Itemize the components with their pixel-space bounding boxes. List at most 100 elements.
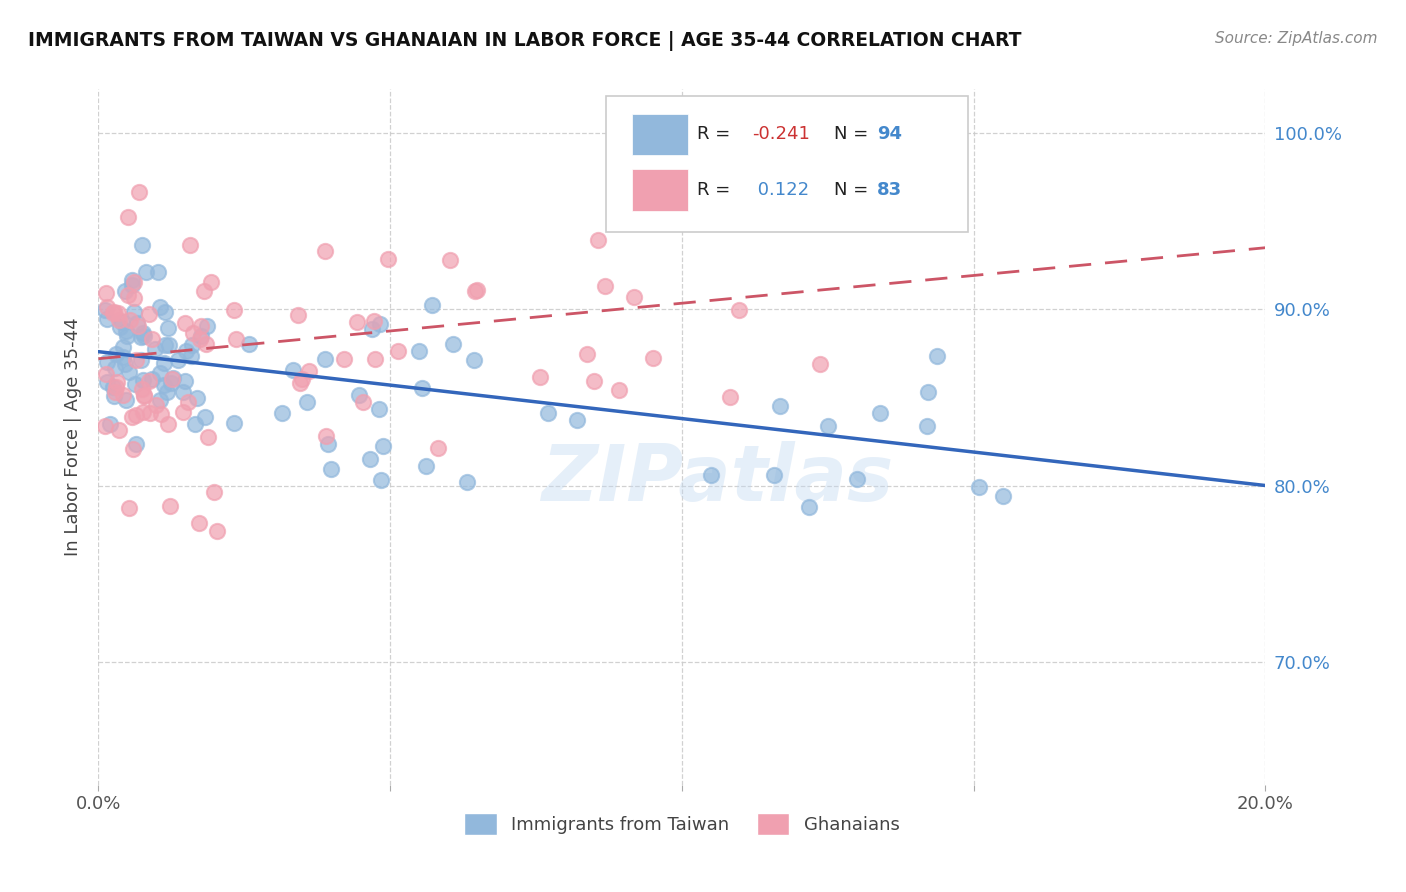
Point xyxy=(288,376,311,390)
Point xyxy=(114,284,136,298)
Point xyxy=(271,406,294,420)
Point xyxy=(387,344,409,359)
Point xyxy=(174,316,197,330)
Point xyxy=(869,406,891,420)
Point xyxy=(131,353,153,368)
Point xyxy=(108,320,131,334)
Point xyxy=(295,394,318,409)
Point xyxy=(174,344,197,359)
Point xyxy=(368,402,391,417)
Text: R =: R = xyxy=(697,126,737,144)
Point xyxy=(586,234,609,248)
Point xyxy=(193,284,215,298)
Point xyxy=(149,393,172,408)
Point xyxy=(103,389,125,403)
Point xyxy=(205,524,228,539)
Point xyxy=(96,375,118,389)
Point xyxy=(623,290,645,304)
Point xyxy=(769,400,792,414)
Point xyxy=(117,211,139,225)
Point xyxy=(969,480,991,494)
Point xyxy=(641,351,664,366)
Point xyxy=(111,350,134,364)
Point xyxy=(94,286,117,301)
Point xyxy=(408,344,430,359)
Point xyxy=(287,308,309,322)
Point xyxy=(411,381,433,395)
Point xyxy=(122,442,145,457)
Point xyxy=(105,380,128,394)
Point xyxy=(138,375,160,389)
Point xyxy=(179,237,201,252)
Text: 0.122: 0.122 xyxy=(752,181,808,199)
Point xyxy=(360,322,382,336)
Text: 83: 83 xyxy=(877,181,901,199)
Point xyxy=(197,430,219,444)
Point xyxy=(107,306,129,320)
Point xyxy=(125,408,148,422)
Point xyxy=(115,329,138,343)
Point xyxy=(111,387,134,401)
Point xyxy=(132,389,155,403)
Point xyxy=(181,326,204,341)
Point xyxy=(817,418,839,433)
Point xyxy=(117,288,139,302)
Text: ZIPatlas: ZIPatlas xyxy=(541,441,893,516)
Point xyxy=(108,423,131,437)
Point xyxy=(149,407,172,421)
Point xyxy=(112,340,135,354)
Point xyxy=(153,338,176,352)
Point xyxy=(359,451,381,466)
Point xyxy=(371,439,394,453)
Point xyxy=(797,500,820,514)
Point xyxy=(157,338,180,352)
Point xyxy=(105,375,128,389)
Point xyxy=(181,337,204,351)
Point xyxy=(96,312,118,326)
Point xyxy=(529,370,551,384)
Point xyxy=(118,365,141,379)
Point xyxy=(122,291,145,305)
Point xyxy=(152,356,174,370)
Point xyxy=(177,394,200,409)
Point xyxy=(917,384,939,399)
Point xyxy=(125,316,148,330)
Point xyxy=(439,253,461,268)
Point xyxy=(156,384,179,399)
Point xyxy=(141,372,163,386)
Point xyxy=(298,364,321,378)
Point xyxy=(108,313,131,327)
Point xyxy=(138,307,160,321)
Point xyxy=(149,366,172,380)
Point xyxy=(316,437,339,451)
Point xyxy=(808,357,831,371)
Point xyxy=(184,417,207,431)
Point xyxy=(153,304,176,318)
Point xyxy=(153,377,176,392)
Point xyxy=(132,373,155,387)
Point xyxy=(105,347,128,361)
Point xyxy=(114,324,136,338)
Point xyxy=(114,357,136,371)
Point xyxy=(202,484,225,499)
Point xyxy=(364,352,387,367)
Text: IMMIGRANTS FROM TAIWAN VS GHANAIAN IN LABOR FORCE | AGE 35-44 CORRELATION CHART: IMMIGRANTS FROM TAIWAN VS GHANAIAN IN LA… xyxy=(28,31,1022,51)
FancyBboxPatch shape xyxy=(631,113,688,155)
Point xyxy=(94,302,117,317)
Point xyxy=(101,306,124,320)
Point xyxy=(464,284,486,298)
Point xyxy=(166,352,188,367)
Point xyxy=(368,318,391,332)
Point xyxy=(162,371,184,385)
Point xyxy=(172,404,194,418)
Point xyxy=(352,395,374,409)
Point xyxy=(160,371,183,385)
Point xyxy=(98,417,121,431)
Point xyxy=(132,388,155,402)
Point xyxy=(134,329,156,343)
Point xyxy=(846,472,869,486)
Point xyxy=(141,332,163,346)
Point xyxy=(281,362,304,376)
Point xyxy=(763,468,786,483)
Point xyxy=(120,312,142,326)
